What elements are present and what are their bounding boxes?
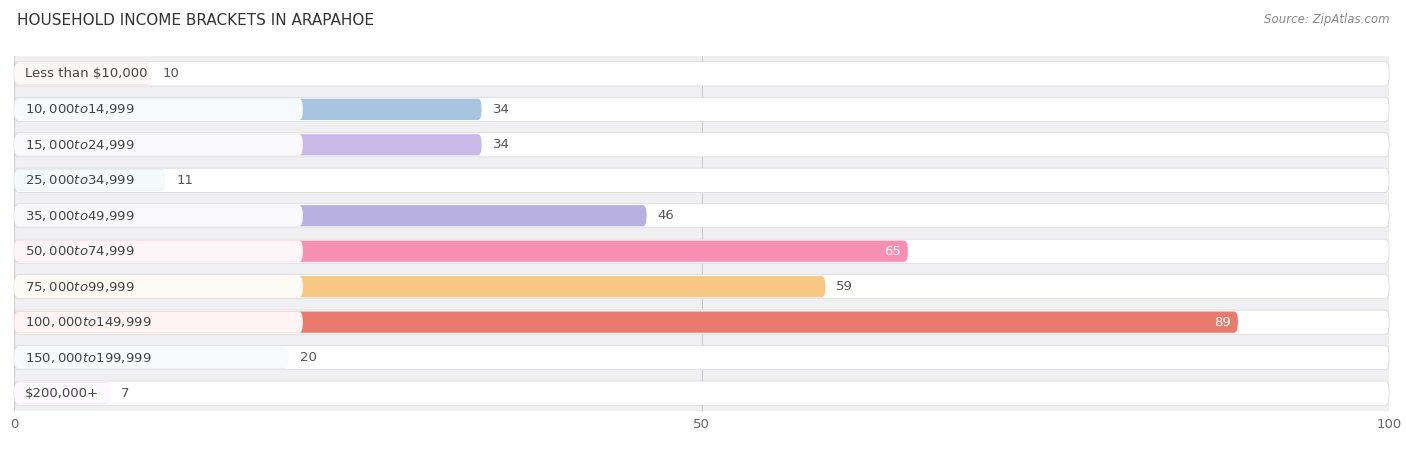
FancyBboxPatch shape: [14, 275, 1389, 299]
FancyBboxPatch shape: [14, 134, 482, 155]
Text: $50,000 to $74,999: $50,000 to $74,999: [25, 244, 135, 258]
Text: $25,000 to $34,999: $25,000 to $34,999: [25, 173, 135, 187]
Text: 11: 11: [176, 174, 193, 187]
FancyBboxPatch shape: [14, 312, 1237, 333]
FancyBboxPatch shape: [14, 99, 482, 120]
Text: 34: 34: [492, 103, 509, 116]
FancyBboxPatch shape: [14, 205, 647, 226]
FancyBboxPatch shape: [14, 170, 166, 191]
FancyBboxPatch shape: [14, 168, 1389, 192]
Text: $200,000+: $200,000+: [25, 387, 98, 400]
Text: Source: ZipAtlas.com: Source: ZipAtlas.com: [1264, 13, 1389, 26]
FancyBboxPatch shape: [14, 99, 302, 120]
Text: 20: 20: [299, 351, 316, 364]
FancyBboxPatch shape: [14, 62, 1389, 86]
FancyBboxPatch shape: [14, 276, 302, 297]
FancyBboxPatch shape: [14, 63, 302, 84]
Text: 10: 10: [163, 67, 180, 80]
Text: $15,000 to $24,999: $15,000 to $24,999: [25, 138, 135, 152]
Text: $75,000 to $99,999: $75,000 to $99,999: [25, 280, 135, 294]
FancyBboxPatch shape: [14, 133, 1389, 157]
FancyBboxPatch shape: [14, 310, 1389, 334]
FancyBboxPatch shape: [14, 276, 825, 297]
FancyBboxPatch shape: [14, 134, 302, 155]
FancyBboxPatch shape: [14, 170, 302, 191]
FancyBboxPatch shape: [14, 347, 290, 368]
Text: 46: 46: [658, 209, 675, 222]
Text: $35,000 to $49,999: $35,000 to $49,999: [25, 209, 135, 223]
Text: HOUSEHOLD INCOME BRACKETS IN ARAPAHOE: HOUSEHOLD INCOME BRACKETS IN ARAPAHOE: [17, 13, 374, 28]
FancyBboxPatch shape: [14, 381, 1389, 405]
FancyBboxPatch shape: [14, 204, 1389, 228]
FancyBboxPatch shape: [14, 347, 302, 368]
Text: Less than $10,000: Less than $10,000: [25, 67, 148, 80]
FancyBboxPatch shape: [14, 97, 1389, 121]
FancyBboxPatch shape: [14, 312, 302, 333]
FancyBboxPatch shape: [14, 205, 302, 226]
FancyBboxPatch shape: [14, 383, 302, 404]
Text: 34: 34: [492, 138, 509, 151]
Text: $100,000 to $149,999: $100,000 to $149,999: [25, 315, 152, 329]
Text: 7: 7: [121, 387, 129, 400]
FancyBboxPatch shape: [14, 241, 302, 262]
Text: 65: 65: [884, 245, 901, 258]
FancyBboxPatch shape: [14, 239, 1389, 263]
Text: $150,000 to $199,999: $150,000 to $199,999: [25, 351, 152, 365]
FancyBboxPatch shape: [14, 241, 908, 262]
Text: 59: 59: [837, 280, 853, 293]
FancyBboxPatch shape: [14, 346, 1389, 370]
FancyBboxPatch shape: [14, 383, 110, 404]
FancyBboxPatch shape: [14, 63, 152, 84]
Text: 89: 89: [1215, 316, 1232, 329]
Text: $10,000 to $14,999: $10,000 to $14,999: [25, 102, 135, 116]
